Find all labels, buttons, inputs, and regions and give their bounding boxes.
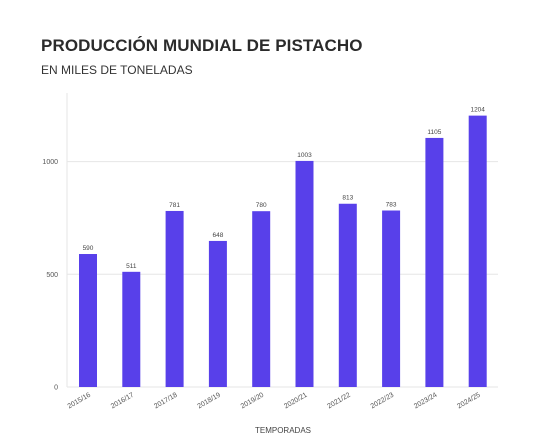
bar	[295, 160, 314, 387]
x-tick-label: 2015/16	[67, 392, 93, 411]
data-label: 813	[342, 195, 353, 202]
bar	[79, 254, 97, 387]
x-tick-label: 2018/19	[196, 392, 222, 411]
data-label: 1105	[427, 129, 441, 136]
data-label: 511	[126, 263, 137, 270]
y-tick-label: 1000	[42, 159, 58, 166]
bar	[382, 210, 401, 387]
bar	[165, 210, 184, 387]
bar	[468, 115, 487, 387]
bar	[425, 137, 444, 387]
bar	[122, 271, 141, 387]
chart-subtitle: EN MILES DE TONELADAS	[41, 63, 193, 77]
chart-title: PRODUCCIÓN MUNDIAL DE PISTACHO	[41, 36, 363, 55]
x-tick-label: 2020/21	[283, 392, 309, 411]
x-tick-label: 2019/20	[240, 392, 266, 411]
y-tick-label: 500	[46, 272, 58, 279]
x-tick-label: 2017/18	[153, 392, 179, 411]
data-label: 780	[256, 202, 267, 209]
x-tick-label: 2024/25	[456, 392, 482, 411]
bars	[79, 115, 487, 387]
x-axis-ticks: 2015/16 2016/17 2017/18 2018/19 2019/20 2020/…	[67, 392, 482, 411]
x-tick-label: 2023/24	[413, 392, 439, 411]
data-label: 1003	[297, 152, 312, 159]
data-label: 648	[212, 232, 223, 239]
y-axis-ticks: 0 500 1000	[42, 159, 58, 391]
x-tick-label: 2022/23	[370, 392, 396, 411]
data-labels: 590 511 781 648 780 1003 813 783 1105 1204	[83, 107, 486, 270]
bar	[338, 203, 357, 387]
data-label: 783	[386, 202, 397, 209]
bar	[208, 240, 227, 387]
bar	[252, 211, 271, 387]
data-label: 781	[169, 202, 180, 209]
y-tick-label: 0	[54, 385, 58, 392]
data-label: 1204	[470, 107, 485, 114]
x-tick-label: 2016/17	[110, 392, 136, 411]
x-axis-title: TEMPORADAS	[255, 426, 311, 435]
data-label: 590	[83, 245, 94, 252]
x-tick-label: 2021/22	[326, 392, 352, 411]
